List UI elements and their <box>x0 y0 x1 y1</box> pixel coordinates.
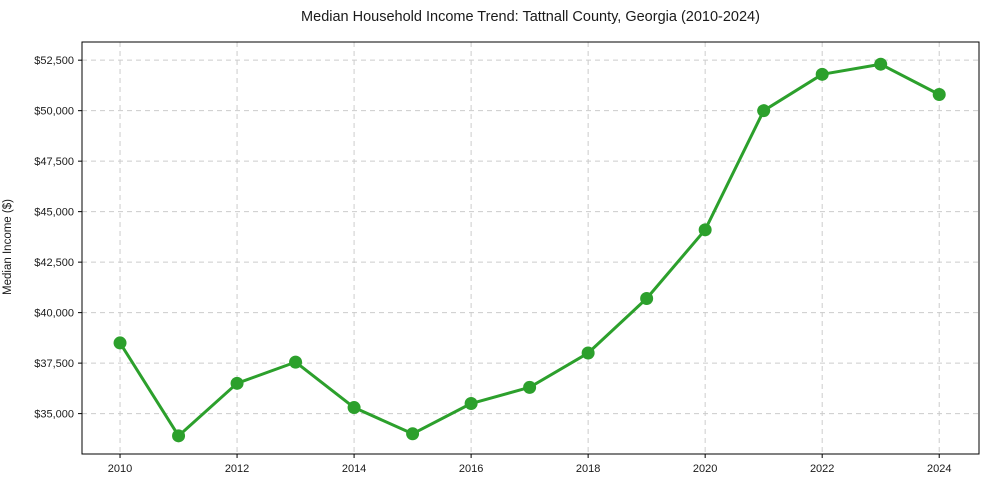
data-point <box>640 291 654 305</box>
y-tick-label: $37,500 <box>34 358 74 370</box>
x-tick-label: 2018 <box>576 463 600 475</box>
y-tick-label: $50,000 <box>34 106 74 118</box>
data-point <box>874 57 888 71</box>
data-point <box>698 223 712 237</box>
data-point <box>406 427 420 441</box>
data-point <box>289 355 303 369</box>
data-point <box>581 346 595 360</box>
x-tick-label: 2020 <box>693 463 717 475</box>
y-tick-label: $47,500 <box>34 156 74 168</box>
x-tick-label: 2014 <box>342 463 366 475</box>
data-point <box>464 397 478 411</box>
x-tick-label: 2010 <box>108 463 132 475</box>
y-tick-label: $35,000 <box>34 409 74 421</box>
plot-border <box>81 41 980 455</box>
x-tick-label: 2024 <box>927 463 951 475</box>
y-tick-label: $45,000 <box>34 207 74 219</box>
x-tick-label: 2016 <box>459 463 483 475</box>
data-point <box>932 88 946 102</box>
data-point <box>523 380 537 394</box>
data-point <box>172 429 186 443</box>
data-point <box>757 104 771 118</box>
y-tick-label: $40,000 <box>34 308 74 320</box>
data-point <box>347 401 361 415</box>
x-tick-label: 2022 <box>810 463 834 475</box>
y-tick-label: $52,500 <box>34 55 74 67</box>
data-line <box>118 62 941 438</box>
data-point <box>113 336 127 350</box>
y-tick-label: $42,500 <box>34 257 74 269</box>
x-tick-label: 2012 <box>225 463 249 475</box>
data-point <box>815 67 829 81</box>
data-point <box>230 376 244 390</box>
chart-title: Median Household Income Trend: Tattnall … <box>301 9 760 25</box>
